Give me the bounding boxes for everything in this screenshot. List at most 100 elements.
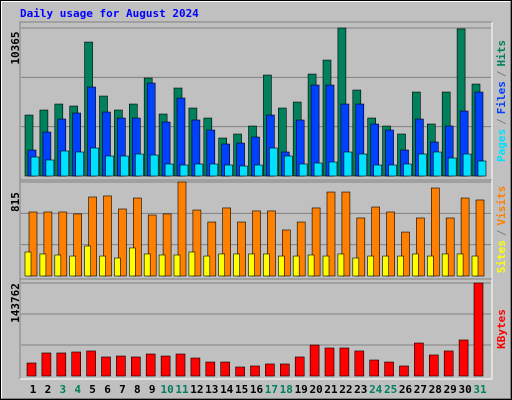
bar xyxy=(248,253,255,277)
y-tick-label: 815 xyxy=(9,192,22,212)
bar xyxy=(160,355,171,377)
bar xyxy=(190,357,201,377)
bar xyxy=(24,251,32,277)
bar xyxy=(207,221,217,277)
bar xyxy=(416,217,425,277)
bar xyxy=(158,254,166,277)
bar xyxy=(281,229,291,277)
bar xyxy=(114,257,121,277)
x-tick-label: 29 xyxy=(444,383,457,396)
bar xyxy=(388,164,397,177)
panel-border xyxy=(20,279,493,380)
bar xyxy=(367,255,375,277)
chart-title: Daily usage for August 2024 xyxy=(20,7,199,20)
panel-border xyxy=(19,278,492,379)
bar xyxy=(445,217,455,277)
bar xyxy=(384,361,394,377)
bar xyxy=(175,353,186,377)
bar xyxy=(265,363,275,377)
x-tick-label: 23 xyxy=(354,383,367,396)
bar xyxy=(58,211,68,277)
bar xyxy=(176,97,186,177)
x-tick-label: 16 xyxy=(250,383,264,396)
x-tick-label: 20 xyxy=(309,383,322,396)
bar xyxy=(233,253,240,277)
legend: KBytes xyxy=(495,309,508,349)
legend-separator: / xyxy=(495,70,508,77)
x-tick-label: 3 xyxy=(59,383,66,396)
bar xyxy=(458,339,469,377)
bar xyxy=(28,211,38,277)
x-tick-label: 14 xyxy=(220,383,234,396)
bar xyxy=(73,213,82,277)
x-tick-label: 21 xyxy=(324,383,338,396)
x-tick-label: 19 xyxy=(295,383,308,396)
y-tick-label: 143762 xyxy=(9,283,22,323)
bar xyxy=(39,253,47,277)
bar xyxy=(441,253,449,277)
bar xyxy=(237,221,246,277)
bar xyxy=(382,255,389,277)
x-tick-label: 5 xyxy=(89,383,96,396)
bar xyxy=(311,207,321,277)
bar xyxy=(222,207,231,277)
bar xyxy=(430,187,440,277)
x-tick-label: 13 xyxy=(205,383,218,396)
x-tick-label: 4 xyxy=(74,383,81,396)
x-tick-label: 15 xyxy=(235,383,248,396)
panel-border xyxy=(19,21,492,180)
x-tick-label: 12 xyxy=(190,383,203,396)
bar xyxy=(118,208,127,277)
x-tick-label: 28 xyxy=(429,383,442,396)
bar xyxy=(328,161,338,177)
bar xyxy=(343,151,353,177)
x-tick-label: 27 xyxy=(414,383,427,396)
bar xyxy=(162,213,172,277)
x-tick-label: 1 xyxy=(30,383,37,396)
bar xyxy=(164,163,174,177)
bar xyxy=(397,255,404,277)
bar xyxy=(354,350,365,377)
bar xyxy=(90,147,99,177)
bar xyxy=(43,211,53,277)
bar xyxy=(143,253,151,277)
bar xyxy=(371,206,381,277)
bar xyxy=(60,150,70,177)
bar xyxy=(310,84,320,177)
bar xyxy=(84,245,91,277)
bar xyxy=(99,255,106,277)
bar xyxy=(369,359,380,377)
legend-entry: Sites xyxy=(495,240,508,273)
bar xyxy=(471,255,479,277)
bar xyxy=(75,151,84,177)
bar xyxy=(277,255,285,277)
bar xyxy=(428,354,439,377)
bar xyxy=(188,251,196,277)
bar xyxy=(129,247,136,277)
bar xyxy=(352,257,360,277)
bar xyxy=(116,355,126,377)
bar xyxy=(296,221,306,277)
legend-entry: Hits xyxy=(495,40,508,67)
bar xyxy=(477,160,487,177)
bar xyxy=(41,352,52,377)
bar xyxy=(30,156,40,177)
bar xyxy=(309,344,320,377)
panel-border xyxy=(19,179,492,279)
x-tick-label: 24 xyxy=(369,383,383,396)
bar xyxy=(147,214,157,277)
bar xyxy=(418,153,427,177)
bar xyxy=(307,254,315,277)
bar xyxy=(414,342,424,377)
legend-entry: KBytes xyxy=(495,309,508,349)
x-tick-label: 10 xyxy=(160,383,173,396)
bar xyxy=(339,347,350,377)
bar xyxy=(432,151,442,177)
bar xyxy=(209,163,219,177)
bar xyxy=(475,199,485,277)
bar xyxy=(267,210,276,277)
bar xyxy=(313,162,323,177)
legend: Pages / Files / Hits xyxy=(495,40,508,162)
